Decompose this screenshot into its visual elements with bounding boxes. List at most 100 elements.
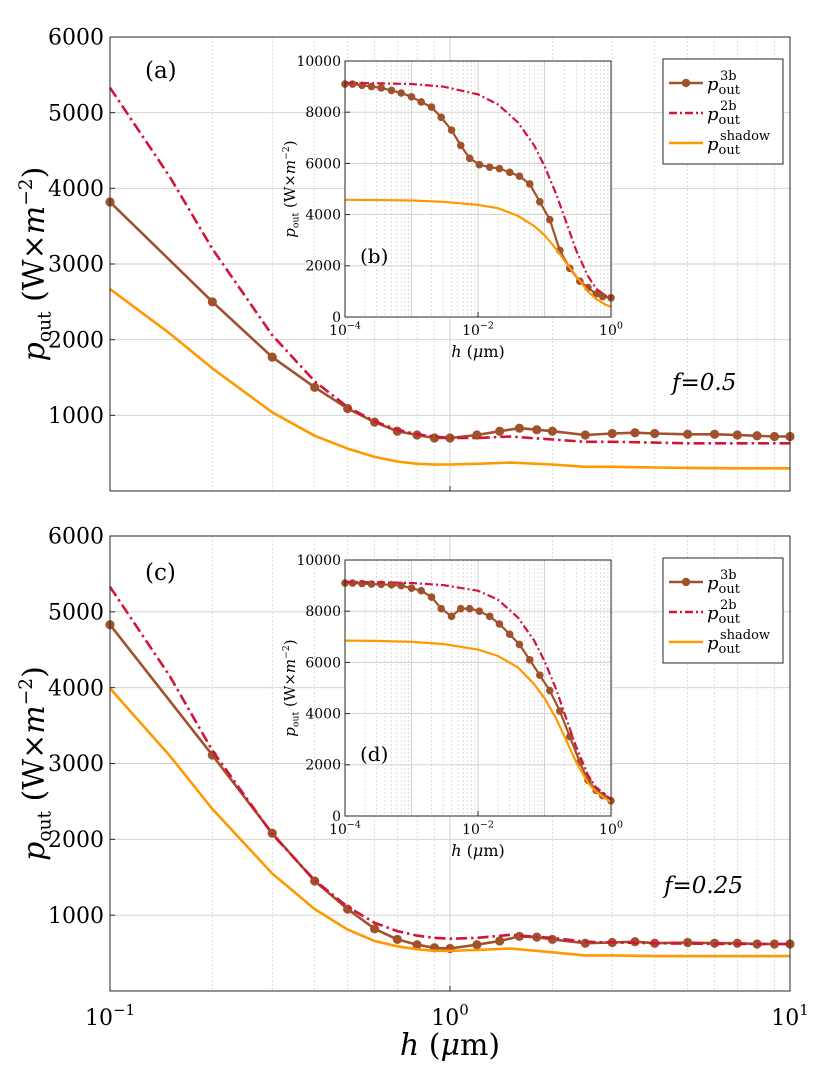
panel-d-ytick-label: 4000 [305,707,341,723]
panel-d-data-point [407,584,416,592]
panel-c-ytick-label: 2000 [48,828,104,853]
panel-b-xtick-label: 100 [599,321,623,339]
panel-b-data-point [536,198,544,206]
panel-a-data-point [445,433,455,443]
panel-d-xtick-label: 10−4 [329,820,361,838]
panel-b-ytick-label: 4000 [305,208,341,224]
panel-c-label: (c) [145,560,176,586]
panel-b-data-point [377,84,385,92]
panel-c-ytick-label: 5000 [48,601,104,626]
panel-c-annotation: f=0.25 [662,873,743,899]
panel-d-data-point [437,604,446,613]
panel-b-data-point [598,292,607,301]
panel-c-xtick-label: 100 [431,1001,469,1031]
panel-c-data-point [472,940,482,950]
panel-b-data-point [348,80,357,88]
panel-b-legend-label-3b: pout3b [707,69,741,98]
panel-b-series-2b-line [344,81,612,300]
panel-a-ytick-label: 6000 [48,26,104,51]
panel-d-data-point [556,707,564,715]
panel-c-data-point [580,938,590,948]
panel-b-data-point [545,215,554,224]
panel-c-series-2b-line [108,586,790,946]
panel-d-data-point [465,604,474,613]
panel-a-ytick-label: 3000 [48,253,104,278]
panel-a-data-point [752,431,762,441]
panel-d-data-point [495,620,504,628]
panel-d-ytick-label: 2000 [305,758,341,774]
panel-b-data-point [592,290,601,298]
panel-b-ytick-label: 10000 [296,54,341,70]
panel-a-data-point [683,429,693,439]
panel-b-legend-label-2b: pout2b [707,99,741,128]
panel-a-data-point [732,430,742,440]
panel-b-data-point [397,89,405,97]
panel-c-ytick-label: 6000 [48,525,104,550]
panel-b-legend-box [662,58,784,165]
panel-a-ytick-label: 4000 [48,177,104,202]
panel-b-ytick-label: 8000 [305,105,341,121]
panel-d-data-point [427,593,436,601]
panel-a-data-point [650,428,660,439]
panel-d-xlabel: h (μm) [451,841,504,860]
panel-c-ytick-label: 1000 [48,904,104,929]
panel-b-data-point [465,154,474,163]
panel-a-data-point [630,428,640,438]
panel-d-xtick-label: 10−2 [462,820,494,838]
panel-b-xtick-label: 10−2 [462,321,494,339]
panel-b-data-point [447,126,456,134]
panel-a-series-2b-line [108,86,790,445]
panel-a-ytick-label: 2000 [48,328,104,353]
panel-d-series-2b-line [344,580,612,801]
panel-c-xtick-label: 10−1 [85,1001,135,1031]
panel-d-data-point [485,612,494,621]
panel-d-xtick-label: 100 [599,820,623,838]
panel-b-legend-label-shadow: poutshadow [707,129,770,158]
panel-c-data-point [547,934,557,945]
panel-b-xtick-label: 10−4 [329,321,361,339]
panel-b-data-point [515,172,524,180]
panel-d-label: (d) [360,742,388,766]
panel-a-annotation: f=0.5 [670,370,736,396]
panel-d-data-point [475,607,484,615]
panel-d-data-point [536,671,544,679]
panel-b-ytick-label: 2000 [305,259,341,275]
panel-a-data-point [267,352,277,362]
panel-b-ylabel: pout (W×m−2) [281,140,301,237]
panel-b-data-point [437,113,446,122]
panel-a-data-point [343,403,353,414]
panel-a-data-point [769,431,780,442]
panel-a-data-point [607,428,617,439]
panel-d-data-point [417,586,426,595]
panel-d-series-shadow-line [344,639,612,803]
panel-a-ytick-label: 5000 [48,101,104,126]
panel-a-data-point [207,297,217,307]
panel-b-data-point [495,164,504,173]
panel-b-data-point [456,141,465,150]
panel-a-data-point [514,423,525,433]
panel-c-xtick-label: 101 [771,1001,809,1031]
panel-c-series-shadow-line [109,687,790,958]
panel-b-data-point [417,98,426,106]
panel-c-ylabel: pout (W×m−2) [16,666,56,861]
panel-d-data-point [358,579,366,588]
panel-a-label: (a) [145,58,177,84]
panel-d-legend-label-2b: pout2b [707,598,741,627]
panel-d-data-point [348,579,357,587]
panel-b-data-point [407,93,416,101]
panel-d-data-point [525,656,534,664]
panel-b-data-point [525,180,534,188]
panel-a-data-point [532,425,542,435]
panel-c-data-point [514,931,525,942]
panel-b-data-point [387,86,396,95]
panel-b-legend-marker [681,78,691,88]
panel-b-data-point [427,103,436,111]
panel-a-ylabel: pout (W×m−2) [16,167,56,362]
panel-c-data-point [392,934,402,945]
panel-d-legend-label-shadow: poutshadow [707,628,770,657]
panel-d-ytick-label: 6000 [305,655,341,671]
panel-b-label: (b) [360,244,388,268]
panel-b-ytick-label: 6000 [305,156,341,172]
panel-a-data-point [709,429,720,439]
